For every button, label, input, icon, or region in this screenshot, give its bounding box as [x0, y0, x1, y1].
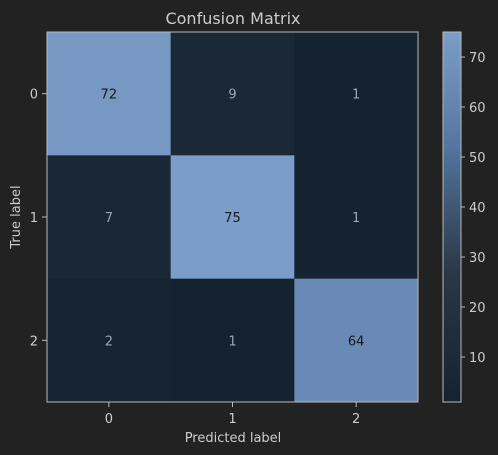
y-axis-ticks: 0 1 2: [30, 88, 47, 349]
heatmap-cell-r0-c0: [47, 32, 172, 156]
x-axis-label: Predicted label: [185, 431, 282, 446]
x-tick-label: 0: [105, 412, 113, 427]
cell-value-r2-c2: 64: [348, 334, 365, 349]
heatmap-cell-labels: 72 9 1 7 75 1 2 1 64: [101, 88, 365, 350]
heatmap-cell-r1-c1: [170, 155, 295, 280]
cell-value-r2-c0: 2: [105, 334, 113, 349]
cell-value-r1-c1: 75: [224, 211, 241, 226]
heatmap-cell-r2-c1: [170, 278, 295, 403]
colorbar-ticks: 10 20 30 40 50 60 70: [461, 51, 486, 366]
cell-value-r2-c1: 1: [228, 334, 236, 349]
heatmap-cell-r1-c0: [47, 155, 172, 280]
heatmap-cell-r2-c2: [294, 278, 419, 403]
heatmap-cell-r0-c1: [170, 32, 295, 156]
colorbar-tick-label: 20: [469, 301, 486, 316]
colorbar-tick-label: 30: [469, 251, 486, 266]
heatmap-cells: [47, 32, 419, 403]
cell-value-r1-c2: 1: [352, 211, 360, 226]
cell-value-r0-c0: 72: [101, 88, 118, 103]
colorbar-tick-label: 70: [469, 51, 486, 66]
x-axis-ticks: 0 1 2: [105, 402, 360, 427]
heatmap-cell-r0-c2: [294, 32, 419, 156]
x-tick-label: 1: [228, 412, 236, 427]
heatmap-cell-r2-c0: [47, 278, 172, 403]
y-tick-label: 1: [30, 211, 38, 226]
heatmap-cell-r1-c2: [294, 155, 419, 280]
cell-value-r0-c1: 9: [228, 88, 236, 103]
y-tick-label: 2: [30, 334, 38, 349]
colorbar-tick-label: 50: [469, 151, 486, 166]
x-tick-label: 2: [352, 412, 360, 427]
chart-title: Confusion Matrix: [165, 9, 300, 28]
colorbar: [442, 31, 462, 403]
y-tick-label: 0: [30, 88, 38, 103]
y-axis-label: True label: [9, 185, 24, 249]
colorbar-tick-label: 60: [469, 101, 486, 116]
colorbar-tick-label: 10: [469, 351, 486, 366]
cell-value-r1-c0: 7: [105, 211, 113, 226]
colorbar-tick-label: 40: [469, 201, 486, 216]
cell-value-r0-c2: 1: [352, 88, 360, 103]
